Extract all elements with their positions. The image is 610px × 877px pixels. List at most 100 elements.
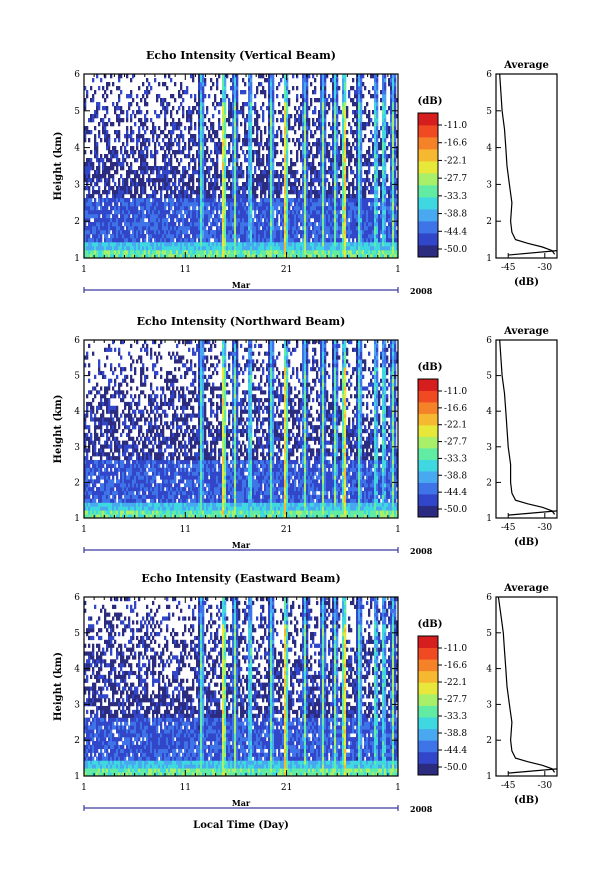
average-y-tick: 2 [486,478,492,488]
colorbar-unit: (dB) [418,619,443,630]
colorbar-swatch [418,221,438,234]
average-line [497,596,556,773]
colorbar-swatch [418,197,438,210]
colorbar-label: -50.0 [444,505,467,515]
y-tick-label: 4 [74,665,80,675]
y-tick-label: 4 [74,144,80,154]
colorbar-swatch [418,647,438,660]
average-y-tick: 6 [486,593,492,603]
y-tick-label: 6 [74,70,80,80]
colorbar-swatch [418,436,438,449]
average-x-tick: -45 [501,523,516,533]
colorbar-label: -11.0 [444,644,467,654]
colorbar-swatch [418,494,438,506]
average-y-tick: 6 [486,336,492,346]
colorbar-swatch [418,113,438,126]
average-y-tick: 3 [486,443,492,453]
average-y-tick: 1 [486,514,492,524]
x-tick-label: 1 [81,265,87,275]
colorbar-label: -33.3 [444,192,467,202]
colorbar-label: -11.0 [444,387,467,397]
colorbar: (dB) -11.0 -16.6 -22.1 -27.7 -33.3 -38.8 -44.4 -… [417,96,467,258]
colorbar-swatch [418,137,438,150]
colorbar-label: -50.0 [444,245,467,255]
average-y-tick: 2 [486,736,492,746]
average-baseline [507,250,558,256]
colorbar-label: -16.6 [444,404,467,414]
y-axis-label: Height (km) [53,652,64,721]
plot-frame [83,339,399,519]
y-tick-label: 5 [74,107,80,117]
x-tick-label: 11 [180,265,191,275]
x-tick-label: 11 [180,783,191,793]
x-tick-label: 1 [395,783,401,793]
y-tick-label: 3 [74,443,80,453]
heatmap-1 [84,74,399,259]
year-label: 2008 [410,546,433,556]
colorbar-swatch [418,482,438,495]
colorbar-swatch [418,763,438,776]
y-tick-label: 1 [74,772,80,782]
x-axis-label: Local Time (Day) [193,820,289,831]
colorbar-swatch [418,209,438,222]
average-y-tick: 4 [486,144,492,154]
average-x-tick: -45 [501,781,516,791]
colorbar-label: -16.6 [444,661,467,671]
colorbar-label: -22.1 [444,421,467,431]
colorbar-swatch [418,728,438,741]
average-baseline [507,768,558,774]
average-x-label: (dB) [514,537,539,548]
y-tick-label: 2 [74,736,80,746]
average-profile: Average 1 2 3 4 5 6 -45 -30 (dB) [486,326,558,548]
colorbar-unit: (dB) [418,96,443,107]
heatmap-3 [84,597,399,777]
average-y-tick: 3 [486,180,492,190]
x-tick-label: 11 [180,525,191,535]
colorbar-label: -44.4 [444,227,467,237]
heatmap-2 [84,340,399,519]
average-x-label: (dB) [514,277,539,288]
average-line [499,73,556,255]
average-x-label: (dB) [514,795,539,806]
x-tick-label: 1 [81,783,87,793]
colorbar-swatch [418,459,438,472]
y-tick-label: 6 [74,336,80,346]
average-y-tick: 1 [486,254,492,264]
y-axis-label: Height (km) [53,395,64,464]
colorbar-swatch [418,173,438,186]
average-title: Average [503,583,549,594]
colorbar-swatch [418,636,438,648]
colorbar-swatch [418,751,438,764]
x-tick-label: 21 [281,265,292,275]
month-label: Mar [232,540,251,550]
y-tick-label: 5 [74,372,80,382]
chart-title: Echo Intensity (Northward Beam) [137,315,346,328]
average-x-tick: -45 [501,263,516,273]
colorbar-label: -38.8 [444,471,467,481]
plot-frame [83,596,399,777]
colorbar-swatch [418,379,438,391]
y-tick-label: 1 [74,514,80,524]
y-tick-label: 3 [74,700,80,710]
average-y-tick: 1 [486,772,492,782]
colorbar-swatch [418,185,438,198]
colorbar-swatch [418,233,438,246]
average-y-tick: 4 [486,665,492,675]
average-y-tick: 5 [486,107,492,117]
colorbar-swatch [418,740,438,753]
colorbar-swatch [418,682,438,695]
colorbar-label: -22.1 [444,156,467,166]
plot-frame [83,73,399,259]
colorbar-swatch [418,670,438,683]
y-tick-label: 1 [74,254,80,264]
colorbar: (dB) -11.0 -16.6 -22.1 -27.7 -33.3 -38.8 -44.4 -… [417,619,467,776]
y-tick-label: 4 [74,407,80,417]
chart-title: Echo Intensity (Eastward Beam) [141,572,340,585]
colorbar-swatch [418,693,438,706]
colorbar-swatch [418,125,438,138]
x-tick-label: 1 [395,525,401,535]
colorbar-swatch [418,390,438,403]
colorbar-label: -11.0 [444,121,467,131]
month-label: Mar [232,798,251,808]
